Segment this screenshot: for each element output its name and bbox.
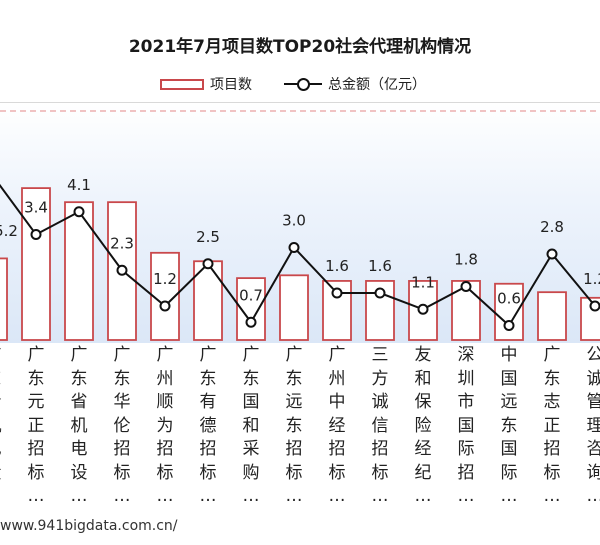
- legend: 项目数 总金额（亿元）: [0, 72, 600, 96]
- x-tick-label-11: 深圳市国际招…: [457, 345, 475, 506]
- amount-label-10: 1.1: [411, 273, 435, 291]
- amount-label-8: 1.6: [325, 257, 349, 275]
- amount-point-11: [460, 281, 472, 292]
- amount-label-13: 2.8: [540, 218, 564, 236]
- amount-point-2: [73, 206, 85, 218]
- amount-point-3: [116, 264, 128, 276]
- amount-point-4: [159, 300, 171, 312]
- amount-label-4: 1.2: [153, 270, 177, 288]
- x-tick-label-1: 广东元正招标…: [27, 345, 45, 506]
- legend-line-label: 总金额（亿元）: [328, 77, 426, 93]
- amount-label-6: 0.7: [239, 286, 263, 304]
- amount-label-1: 3.4: [24, 199, 48, 217]
- x-tick-label-0: 广东合机电设: [0, 344, 8, 485]
- x-tick-label-14: 公诚管理咨询…: [586, 345, 600, 506]
- amount-point-14: [589, 300, 600, 312]
- bar-5: [193, 260, 223, 341]
- x-tick-label-10: 友和保险经纪…: [414, 345, 432, 506]
- amount-label-14: 1.2: [583, 270, 600, 288]
- amount-point-1: [30, 229, 42, 240]
- legend-bar-label: 项目数: [210, 77, 252, 93]
- amount-label-12: 0.6: [497, 290, 521, 308]
- amount-label-0: 5.2: [0, 222, 18, 240]
- bar-13: [537, 291, 567, 341]
- source-footer: www.941bigdata.com.cn/: [0, 518, 178, 534]
- x-tick-label-2: 广东省机电设…: [70, 345, 88, 506]
- x-tick-label-12: 中国远东国际…: [500, 345, 518, 506]
- legend-item-bar: 项目数: [160, 72, 252, 96]
- x-tick-label-3: 广东华伦招标…: [113, 345, 131, 506]
- amount-point-9: [374, 287, 386, 299]
- amount-label-9: 1.6: [368, 257, 392, 275]
- bar-0: [0, 257, 8, 341]
- amount-point-12: [503, 320, 515, 331]
- legend-item-line: 总金额（亿元）: [284, 72, 426, 96]
- x-tick-label-7: 广东远东招标…: [285, 345, 303, 506]
- amount-point-13: [546, 248, 558, 260]
- x-tick-label-5: 广东有德招标…: [199, 345, 217, 506]
- amount-label-7: 3.0: [282, 212, 306, 230]
- plot-top-border: [0, 102, 600, 103]
- amount-point-7: [288, 242, 300, 253]
- chart-title: 2021年7月项目数TOP20社会代理机构情况: [128, 37, 472, 57]
- legend-line-swatch: [284, 77, 322, 91]
- amount-label-2: 4.1: [67, 176, 91, 194]
- x-tick-label-13: 广东志正招标…: [543, 345, 561, 506]
- x-tick-label-8: 广州中经招标…: [328, 345, 346, 506]
- bar-7: [279, 274, 309, 341]
- amount-point-5: [202, 258, 214, 270]
- amount-label-11: 1.8: [454, 251, 478, 269]
- amount-point-10: [417, 303, 429, 315]
- x-tick-label-9: 三方诚信招标…: [371, 345, 389, 506]
- amount-point-6: [245, 316, 257, 328]
- legend-bar-swatch: [160, 78, 204, 90]
- x-tick-label-6: 广东国和采购…: [242, 345, 260, 506]
- amount-label-5: 2.5: [196, 228, 220, 246]
- amount-label-3: 2.3: [110, 234, 134, 252]
- x-tick-label-4: 广州顺为招标…: [156, 345, 174, 506]
- amount-point-8: [331, 287, 343, 299]
- bar-1: [21, 187, 51, 341]
- bar-2: [64, 201, 94, 341]
